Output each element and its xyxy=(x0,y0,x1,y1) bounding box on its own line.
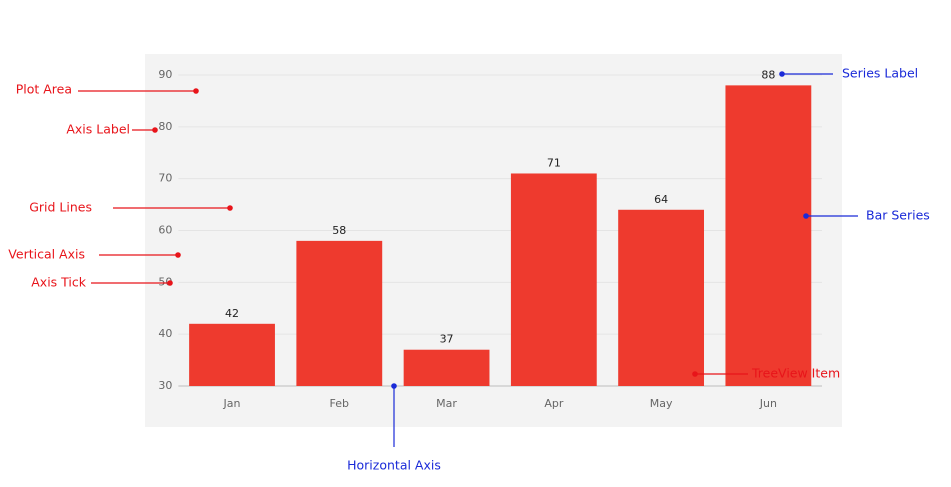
callout-label: Axis Label xyxy=(66,122,130,137)
callout-dot xyxy=(227,205,233,211)
bar xyxy=(189,323,275,386)
callout-label: Grid Lines xyxy=(29,200,92,215)
callout-label: Series Label xyxy=(842,66,918,81)
callout-label: TreeView Item xyxy=(751,366,840,381)
y-tick-label: 30 xyxy=(158,379,172,392)
y-tick-label: 40 xyxy=(158,327,172,340)
callout-dot xyxy=(175,252,181,258)
y-tick-label: 80 xyxy=(158,120,172,133)
y-tick-label: 70 xyxy=(158,172,172,185)
callout-label: Horizontal Axis xyxy=(347,458,441,473)
x-tick-label: Feb xyxy=(330,397,349,410)
data-label: 64 xyxy=(654,193,668,206)
data-label: 88 xyxy=(761,68,775,81)
data-label: 42 xyxy=(225,307,239,320)
callout-label: Vertical Axis xyxy=(8,247,85,262)
data-label: 37 xyxy=(440,333,454,346)
callout-dot xyxy=(152,127,158,133)
data-label: 71 xyxy=(547,156,561,169)
callout-dot xyxy=(803,213,809,219)
x-tick-label: Apr xyxy=(544,397,564,410)
bar xyxy=(725,85,812,386)
callout-label: Plot Area xyxy=(16,82,72,97)
x-tick-label: Jan xyxy=(223,397,241,410)
data-label: 58 xyxy=(332,224,346,237)
bar xyxy=(403,349,490,386)
callout-dot xyxy=(167,280,173,286)
y-tick-label: 60 xyxy=(158,224,172,237)
callout-label: Bar Series xyxy=(866,208,930,223)
y-tick-label: 90 xyxy=(158,68,172,81)
callout-dot xyxy=(779,71,785,77)
x-tick-label: Mar xyxy=(436,397,457,410)
x-tick-label: Jun xyxy=(759,397,777,410)
callout-label: Axis Tick xyxy=(31,275,87,290)
bar xyxy=(618,209,705,386)
callout-dot xyxy=(692,371,698,377)
bar xyxy=(510,173,597,386)
callout-dot xyxy=(391,383,397,389)
callout-dot xyxy=(193,88,199,94)
x-tick-label: May xyxy=(650,397,673,410)
bar xyxy=(296,240,383,386)
